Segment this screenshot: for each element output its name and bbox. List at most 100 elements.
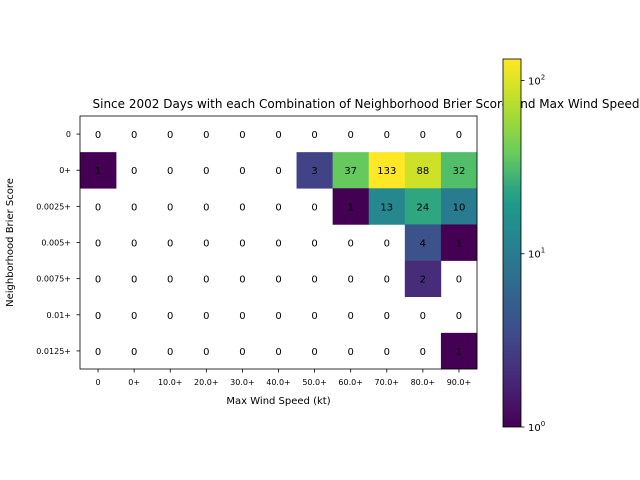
heatmap-cell [440,188,478,225]
heatmap-cell [440,224,478,261]
cell-value-label: 37 [344,166,357,177]
cell-value-label: 0 [167,166,173,177]
cell-value-label: 0 [131,166,137,177]
cell-value-label: 3 [311,166,317,177]
cell-value-label: 0 [311,347,317,358]
cell-value-label: 0 [167,130,173,141]
cell-value-label: 0 [131,311,137,322]
y-tick-label: 0 [66,130,71,139]
cell-value-label: 0 [95,275,101,286]
heatmap-cell [296,152,333,189]
cell-value-label: 0 [239,202,245,213]
cell-value-label: 0 [275,311,281,322]
heatmap-cell [368,152,406,189]
cell-value-label: 0 [347,347,353,358]
x-tick-label: 20.0+ [194,378,219,387]
cell-value-label: 0 [167,202,173,213]
cell-value-label: 88 [416,166,429,177]
cell-value-label: 2 [420,275,426,286]
cell-value-label: 0 [275,347,281,358]
cell-value-label: 0 [239,275,245,286]
cell-value-label: 0 [131,202,137,213]
cell-value-label: 0 [239,347,245,358]
cell-value-label: 0 [239,166,245,177]
cell-value-label: 0 [167,275,173,286]
cell-value-label: 0 [203,347,209,358]
heatmap-cell [404,188,442,225]
cell-value-label: 0 [384,130,390,141]
cell-value-label: 0 [311,275,317,286]
x-tick-label: 30.0+ [230,378,255,387]
cell-value-label: 0 [311,130,317,141]
cell-value-label: 0 [384,347,390,358]
y-tick-label: 0.005+ [41,239,71,248]
cell-value-label: 0 [456,130,462,141]
y-tick-label: 0.0075+ [36,275,71,284]
y-axis-ticks: 0 0+ 0.0025+ 0.005+ 0.0075+ 0.01+ 0.0125+ [36,130,80,356]
cell-value-label: 0 [203,311,209,322]
heatmap-cell [440,332,478,370]
cell-value-label: 0 [347,239,353,250]
cell-value-label: 0 [456,311,462,322]
colorbar-gradient [502,58,522,428]
cell-value-label: 0 [203,275,209,286]
cell-value-label: 0 [239,239,245,250]
chart-title: Since 2002 Days with each Combination of… [93,97,640,111]
cell-value-label: 0 [311,202,317,213]
cell-value-label: 0 [131,275,137,286]
x-tick-label: 90.0+ [447,378,472,387]
cell-value-label: 0 [275,275,281,286]
colorbar: 100 101 102 [502,58,545,434]
y-tick-label: 0.0125+ [36,347,71,356]
x-tick-label: 70.0+ [375,378,400,387]
cell-value-label: 0 [131,130,137,141]
x-tick-label: 0 [95,378,100,387]
cell-value-label: 0 [275,202,281,213]
cell-value-label: 0 [311,311,317,322]
x-axis-ticks: 0 0+ 10.0+ 20.0+ 30.0+ 40.0+ 50.0+ 60.0+ 70.0+ 80… [95,369,471,387]
heatmap-cell [332,152,370,189]
cell-value-label: 0 [95,347,101,358]
cell-value-label: 0 [131,347,137,358]
cell-value-label: 0 [95,202,101,213]
cell-value-label: 0 [420,311,426,322]
cell-value-label: 13 [380,202,393,213]
cell-value-label: 0 [384,311,390,322]
heatmap-cell [440,152,478,189]
y-axis-label: Neighborhood Brier Score [5,178,16,307]
cell-value-label: 0 [384,275,390,286]
cell-value-label: 1 [95,166,101,177]
heatmap-cell [368,188,406,225]
cell-value-label: 0 [311,239,317,250]
cell-value-label: 10 [453,202,466,213]
x-tick-label: 0+ [128,378,140,387]
y-tick-label: 0+ [59,166,71,175]
heatmap-cell [404,224,442,261]
cell-value-label: 0 [95,311,101,322]
cell-value-label: 1 [456,347,462,358]
cell-value-label: 0 [203,239,209,250]
cell-value-label: 0 [275,130,281,141]
cell-value-label: 0 [167,239,173,250]
x-tick-label: 40.0+ [266,378,291,387]
cell-value-label: 133 [377,166,396,177]
cell-value-label: 0 [239,311,245,322]
cell-value-label: 0 [95,239,101,250]
cell-value-label: 0 [167,311,173,322]
cell-value-label: 0 [203,130,209,141]
cell-value-label: 0 [275,239,281,250]
cell-value-label: 0 [384,239,390,250]
cell-value-label: 0 [420,347,426,358]
colorbar-tick-label: 100 [528,420,545,434]
heatmap-cells: 0 0 0 0 0 0 0 0 0 0 01 0 0 0 0 0 3 37 133 88 320 0 0 0 0 0 0 1 13 24 1… [80,130,478,370]
cell-value-label: 24 [416,202,429,213]
heatmap-cell [404,260,442,298]
x-tick-label: 10.0+ [158,378,183,387]
y-tick-label: 0.01+ [46,311,71,320]
cell-value-label: 0 [95,130,101,141]
cell-value-label: 0 [167,347,173,358]
cell-value-label: 4 [420,239,426,250]
cell-value-label: 0 [347,275,353,286]
cell-value-label: 32 [453,166,466,177]
